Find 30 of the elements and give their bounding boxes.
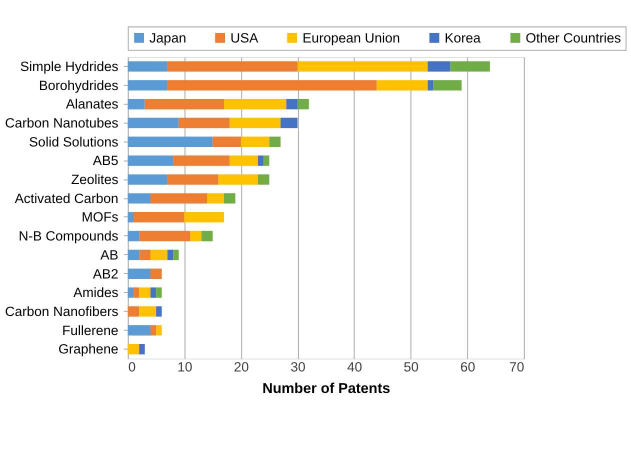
- y-tick-label: Carbon Nanotubes: [5, 115, 119, 130]
- legend-label: European Union: [302, 30, 400, 46]
- y-tick-label: Amides: [73, 285, 119, 300]
- y-tick-label: MOFs: [82, 210, 119, 225]
- y-tick-label: AB: [100, 247, 118, 262]
- y-tick-label: Simple Hydrides: [20, 58, 119, 74]
- legend-label: USA: [230, 30, 258, 46]
- legend-label: Japan: [149, 30, 186, 46]
- x-tick-label: 30: [290, 360, 306, 375]
- y-tick-label: Zeolites: [71, 172, 119, 188]
- x-tick-label: 50: [404, 360, 419, 375]
- y-tick-label: Activated Carbon: [14, 190, 118, 206]
- y-tick-label: Alanates: [66, 96, 119, 112]
- y-tick-label: Fullerene: [62, 322, 118, 338]
- y-tick-label: AB2: [92, 266, 118, 282]
- y-tick-label: N-B Compounds: [18, 228, 119, 244]
- x-tick-label: 0: [128, 360, 136, 375]
- y-tick-label: Graphene: [58, 342, 118, 357]
- x-tick-label: 70: [509, 360, 524, 375]
- y-tick-label: Carbon Nanofibers: [5, 304, 119, 319]
- legend-label: Korea: [444, 30, 482, 46]
- legend-label: Other Countries: [526, 30, 622, 46]
- x-tick-label: 20: [234, 360, 249, 375]
- x-tick-label: 10: [177, 360, 192, 375]
- y-tick-label: Solid Solutions: [29, 134, 119, 150]
- x-tick-label: 60: [460, 360, 476, 375]
- y-tick-label: Borohydrides: [38, 78, 119, 93]
- x-tick-label: 40: [347, 360, 362, 375]
- x-axis-title: Number of Patents: [262, 381, 390, 398]
- y-tick-label: AB5: [92, 153, 118, 168]
